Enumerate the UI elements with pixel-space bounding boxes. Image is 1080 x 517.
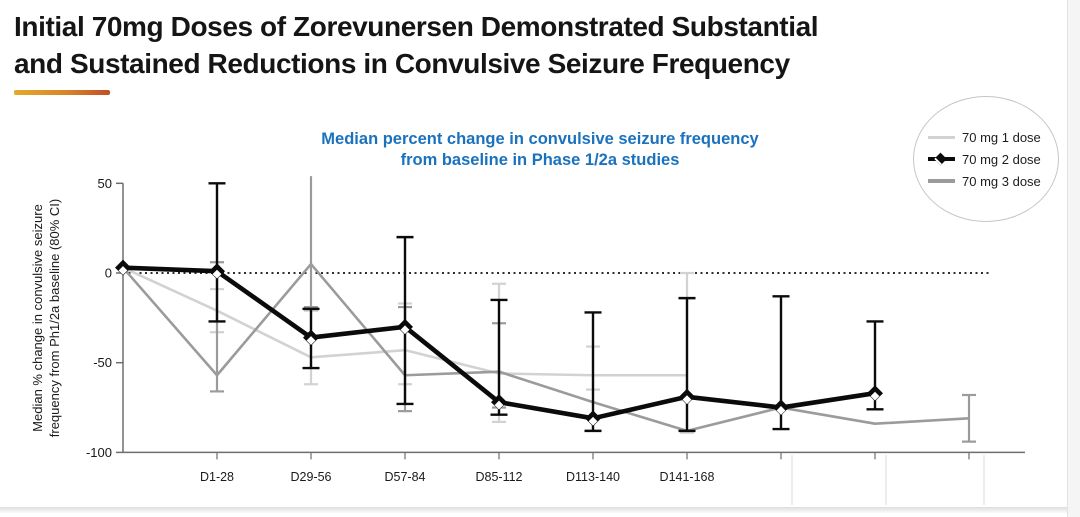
x-tick-label: D113-140 — [566, 470, 620, 484]
diamond-marker-notch — [682, 395, 692, 405]
diamond-marker-notch — [306, 336, 316, 345]
legend-label: 70 mg 3 dose — [962, 173, 1041, 189]
series-line-dose3 — [122, 262, 970, 433]
page-title-line2: and Sustained Reductions in Convulsive S… — [14, 48, 790, 79]
y-tick-label: -50 — [93, 355, 112, 370]
diamond-marker-notch — [400, 325, 410, 335]
chart-title-line1: Median percent change in convulsive seiz… — [321, 130, 759, 148]
legend-line-sample-1dose — [928, 135, 955, 139]
page-edge-right — [1067, 0, 1080, 517]
legend-label: 70 mg 1 dose — [962, 129, 1041, 145]
x-tick-label: D141-168 — [660, 470, 715, 484]
legend-line-sample-2dose — [928, 152, 955, 166]
legend-item-70mg-3dose: 70 mg 3 dose — [928, 174, 1058, 189]
x-tick-label: D85-112 — [475, 470, 522, 484]
diamond-marker-notch — [118, 266, 128, 275]
chart-legend: 70 mg 1 dose 70 mg 2 dose 70 mg 3 dose — [913, 96, 1059, 222]
y-tick-label: 50 — [98, 176, 112, 191]
x-tick-label: D57-84 — [385, 470, 426, 484]
legend-item-70mg-1dose: 70 mg 1 dose — [928, 130, 1058, 145]
y-tick-label: 0 — [105, 266, 112, 281]
y-tick-label: -100 — [86, 445, 112, 460]
x-tick-label: D29-56 — [291, 470, 332, 484]
x-tick-label: D1-28 — [200, 470, 234, 484]
chart-title: Median percent change in convulsive seiz… — [321, 129, 758, 171]
diamond-marker-notch — [212, 269, 222, 279]
card-bottom-shadow — [0, 507, 1067, 513]
diamond-marker-notch — [870, 391, 880, 401]
diamond-marker-notch — [494, 400, 504, 410]
page-title-line1: Initial 70mg Doses of Zorevunersen Demon… — [14, 11, 819, 42]
legend-item-70mg-2dose: 70 mg 2 dose — [928, 152, 1058, 167]
legend-label: 70 mg 2 dose — [962, 151, 1041, 167]
chart-title-line2: from baseline in Phase 1/2a studies — [400, 151, 680, 169]
diamond-marker-notch — [588, 416, 598, 426]
diamond-marker-notch — [776, 406, 786, 415]
title-underline-accent — [14, 90, 110, 95]
legend-line-sample-3dose — [928, 179, 955, 183]
page-title: Initial 70mg Doses of Zorevunersen Demon… — [14, 8, 974, 82]
diamond-marker-icon — [934, 152, 947, 166]
